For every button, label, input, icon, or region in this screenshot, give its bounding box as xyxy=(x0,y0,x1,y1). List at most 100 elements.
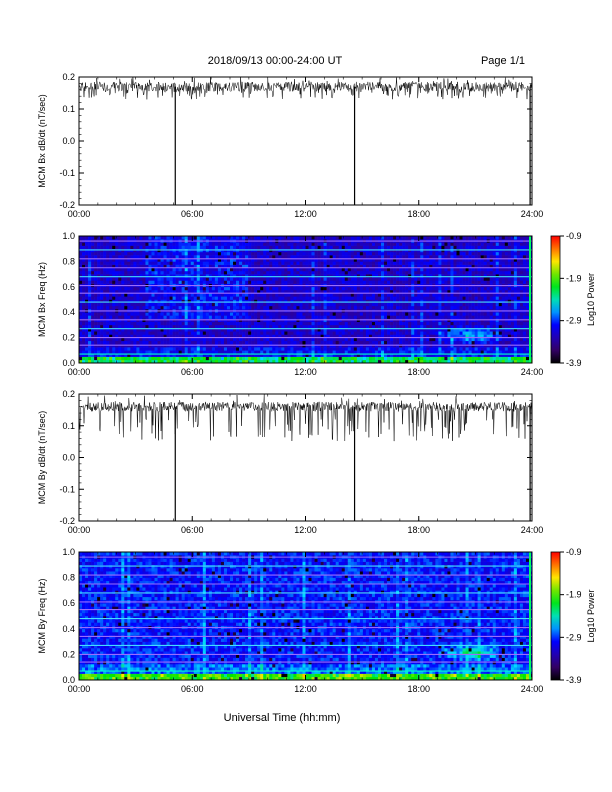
spectrogram-cell xyxy=(94,359,98,364)
spectrogram-cell xyxy=(275,277,279,281)
spectrogram-cell xyxy=(130,312,134,316)
spectrogram-cell xyxy=(127,324,131,329)
spectrogram-cell xyxy=(160,305,164,310)
spectrogram-cell xyxy=(112,251,116,256)
spectrogram-cell xyxy=(103,267,107,272)
spectrogram-cell xyxy=(142,296,146,300)
spectrogram-cell xyxy=(408,315,412,319)
spectrogram-cell xyxy=(242,334,246,338)
spectrogram-cell xyxy=(263,302,267,307)
spectrogram-cell xyxy=(251,286,255,291)
spectrogram-cell xyxy=(124,328,128,332)
spectrogram-cell xyxy=(338,359,343,364)
spectrogram-cell xyxy=(341,261,346,265)
spectrogram-cell xyxy=(121,331,125,335)
spectrogram-cell xyxy=(278,277,282,281)
spectrogram-cell xyxy=(411,293,415,297)
spectrogram-cell xyxy=(278,359,282,364)
spectrogram-cell xyxy=(208,267,213,272)
spectrogram-cell xyxy=(184,270,189,275)
spectrogram-cell xyxy=(429,264,433,269)
spectrogram-cell xyxy=(103,337,107,342)
spectrogram-cell xyxy=(356,324,361,329)
spectrogram-cell xyxy=(211,324,216,329)
spectrogram-cell xyxy=(190,347,195,351)
spectrogram-cell xyxy=(263,337,267,342)
spectrogram-cell xyxy=(157,286,161,291)
spectrogram-cell xyxy=(142,315,146,319)
spectrogram-cell xyxy=(202,331,207,335)
spectrogram-cell xyxy=(374,261,379,265)
spectrogram-cell xyxy=(181,350,185,354)
spectrogram-cell xyxy=(299,350,303,354)
spectrogram-cell xyxy=(148,315,152,319)
x-tick-label: 18:00 xyxy=(407,209,430,219)
spectrogram-cell xyxy=(411,251,415,256)
spectrogram-cell xyxy=(151,299,155,303)
spectrogram-cell xyxy=(275,255,279,259)
spectrogram-cell xyxy=(384,289,388,294)
spectrogram-cell xyxy=(335,337,340,342)
y-tick-label: 0.2 xyxy=(62,333,75,343)
spectrogram-cell xyxy=(233,255,237,259)
spectrogram-cell xyxy=(160,267,164,272)
spectrogram-cell xyxy=(381,305,385,310)
spectrogram-cell xyxy=(211,236,216,240)
spectrogram-cell xyxy=(109,236,113,240)
spectrogram-cell xyxy=(402,302,406,307)
spectrogram-cell xyxy=(154,350,158,354)
spectrogram-cell xyxy=(281,296,285,300)
spectrogram-cell xyxy=(151,328,155,332)
spectrogram-cell xyxy=(199,321,204,326)
spectrogram-cell xyxy=(323,264,327,269)
spectrogram-cell xyxy=(347,242,352,246)
spectrogram-cell xyxy=(302,251,306,256)
spectrogram-cell xyxy=(371,255,376,259)
spectrogram-cell xyxy=(103,321,107,326)
spectrogram-cell xyxy=(82,267,86,272)
spectrogram-cell xyxy=(423,270,427,275)
spectrogram-cell xyxy=(172,334,176,338)
spectrogram-cell xyxy=(432,261,436,265)
spectrogram-cell xyxy=(332,242,336,246)
spectrogram-cell xyxy=(293,245,297,249)
spectrogram-cell xyxy=(184,286,189,291)
spectrogram-cell xyxy=(320,242,324,246)
spectrogram-cell xyxy=(377,324,382,329)
spectrogram-cell xyxy=(320,312,324,316)
spectrogram-cell xyxy=(199,347,204,351)
spectrogram-cell xyxy=(311,340,315,345)
spectrogram-cell xyxy=(329,315,333,319)
spectrogram-cell xyxy=(236,289,240,294)
spectrogram-cell xyxy=(103,328,107,332)
spectrogram-cell xyxy=(341,267,346,272)
spectrogram-cell xyxy=(305,245,309,249)
spectrogram-cell xyxy=(242,280,246,284)
spectrogram-cell xyxy=(121,356,125,361)
spectrogram-cell xyxy=(145,305,149,310)
spectrogram-cell xyxy=(118,293,122,297)
spectrogram-cell xyxy=(139,334,143,338)
spectrogram-cell xyxy=(263,321,267,326)
spectrogram-cell xyxy=(154,255,158,259)
spectrogram-cell xyxy=(130,261,134,265)
spectrogram-cell xyxy=(239,337,243,342)
spectrogram-cell xyxy=(308,356,312,361)
spectrogram-cell xyxy=(296,315,300,319)
spectrogram-cell xyxy=(245,299,249,303)
spectrogram-cell xyxy=(163,267,167,272)
spectrogram-cell xyxy=(308,312,312,316)
spectrogram-cell xyxy=(239,356,243,361)
spectrogram-cell xyxy=(287,236,291,240)
spectrogram-cell xyxy=(94,347,98,351)
spectrogram-cell xyxy=(435,334,439,338)
spectrogram-cell xyxy=(88,356,92,361)
spectrogram-cell xyxy=(226,267,231,272)
spectrogram-cell xyxy=(85,251,89,256)
spectrogram-cell xyxy=(82,255,86,259)
spectrogram-cell xyxy=(353,305,358,310)
spectrogram-cell xyxy=(175,305,179,310)
spectrogram-cell xyxy=(414,331,418,335)
spectrogram-cell xyxy=(106,312,110,316)
spectrogram-cell xyxy=(208,334,213,338)
